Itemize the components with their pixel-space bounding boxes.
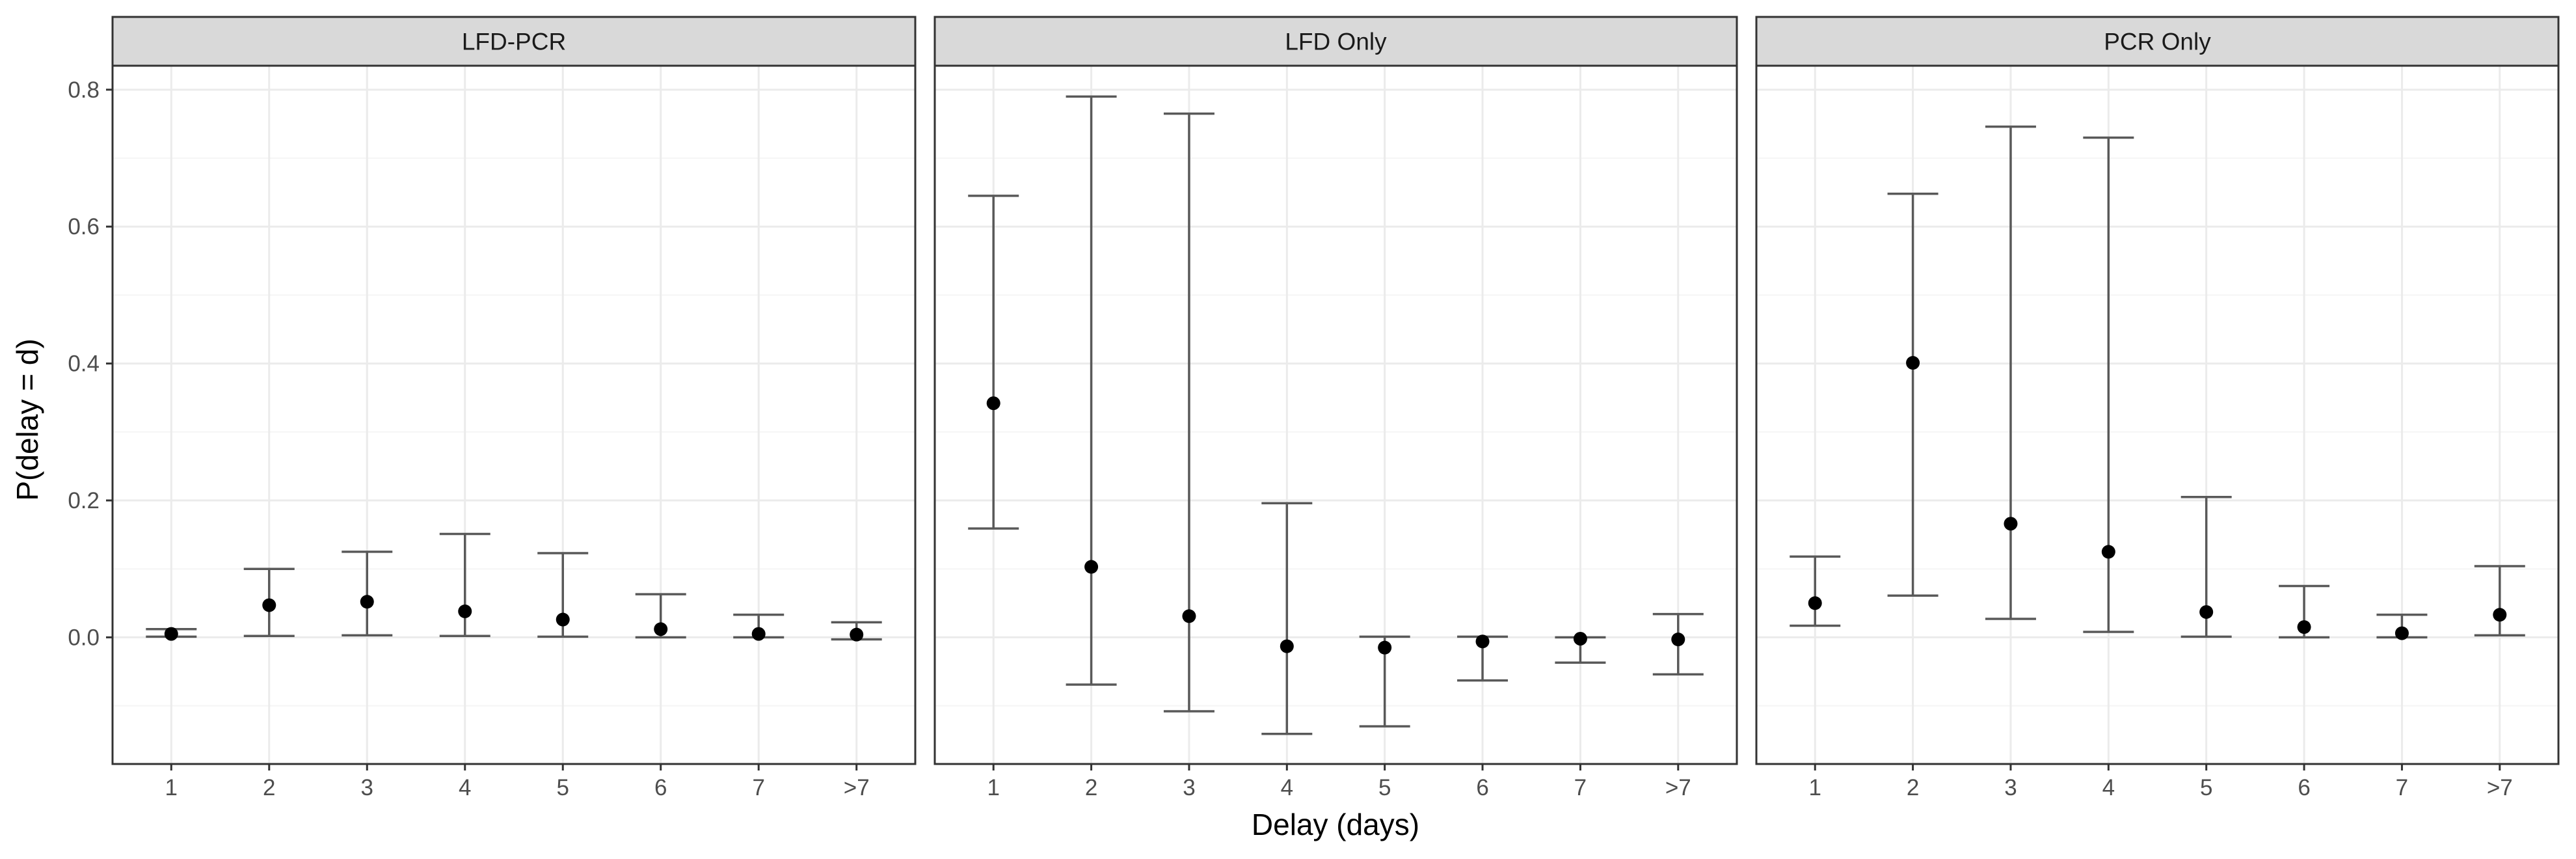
facet-title: LFD Only — [1285, 29, 1387, 55]
data-point — [164, 627, 178, 641]
data-point — [1808, 596, 1822, 610]
x-tick-label: 2 — [1085, 775, 1097, 800]
errorbar — [439, 532, 490, 638]
facet-title: PCR Only — [2104, 29, 2211, 55]
x-tick-label: 2 — [1907, 775, 1919, 800]
facet-panel: LFD Only 1 2 3 4 5 6 7 >7 — [933, 16, 1738, 800]
y-tick-label: 0.8 — [68, 77, 100, 103]
x-tick-label: 5 — [557, 775, 569, 800]
x-tick-label: 5 — [2200, 775, 2212, 800]
x-tick-label: 5 — [1378, 775, 1391, 800]
x-tick-label: >7 — [844, 775, 870, 800]
data-point — [360, 595, 374, 609]
x-tick-label: 6 — [1476, 775, 1488, 800]
data-point — [262, 598, 276, 612]
x-tick-label: 3 — [1183, 775, 1195, 800]
panel-background — [113, 66, 915, 764]
errorbar — [342, 551, 393, 636]
x-tick-label: >7 — [2487, 775, 2513, 800]
data-point — [1280, 639, 1294, 653]
facet-strip — [1755, 16, 2560, 67]
x-tick-label: 3 — [361, 775, 373, 800]
data-point — [2004, 517, 2018, 531]
data-point — [1182, 609, 1196, 623]
data-point — [2493, 608, 2507, 622]
facet-strip — [111, 16, 917, 67]
x-tick-label: >7 — [1665, 775, 1691, 800]
x-tick-label: 7 — [752, 775, 764, 800]
x-tick-label: 1 — [987, 775, 999, 800]
x-tick-label: 3 — [2004, 775, 2017, 800]
errorbar — [2474, 565, 2525, 636]
data-point — [1906, 356, 1920, 370]
panel-background — [1756, 66, 2558, 764]
errorbar — [1066, 95, 1117, 686]
panel-background — [935, 66, 1737, 764]
data-point — [458, 604, 472, 618]
x-tick-label: 7 — [1574, 775, 1587, 800]
y-tick-label: 0.2 — [68, 488, 100, 513]
x-tick-label: 4 — [2102, 775, 2115, 800]
data-point — [654, 622, 668, 636]
data-point — [1475, 634, 1490, 649]
data-point — [2395, 626, 2409, 640]
x-tick-label: 6 — [2298, 775, 2310, 800]
facet-strip — [933, 16, 1738, 67]
x-axis-title: Delay (days) — [1252, 808, 1419, 841]
x-tick-label: 1 — [165, 775, 178, 800]
x-tick-label: 6 — [654, 775, 667, 800]
facet-title: LFD-PCR — [462, 29, 566, 55]
facet-panel: LFD-PCR 1 2 3 4 5 6 7 >7 — [111, 16, 917, 800]
x-tick-label: 1 — [1808, 775, 1821, 800]
data-point — [1084, 560, 1099, 574]
x-tick-label: 4 — [459, 775, 471, 800]
data-point — [751, 627, 766, 641]
data-point — [1378, 640, 1392, 655]
errorbar — [1790, 555, 1841, 627]
data-point — [1671, 633, 1685, 647]
data-point — [556, 612, 570, 627]
facet-panel: PCR Only 1 2 3 4 5 6 7 >7 — [1755, 16, 2560, 800]
errorbar — [968, 195, 1019, 530]
data-point — [1573, 631, 1587, 646]
data-point — [850, 627, 864, 642]
y-tick-label: 0.0 — [68, 625, 100, 650]
data-point — [986, 396, 1000, 411]
data-point — [2101, 545, 2115, 559]
errorbar — [1261, 502, 1313, 735]
data-point — [2297, 620, 2311, 634]
y-tick-label: 0.6 — [68, 214, 100, 239]
errorbar — [1985, 125, 2036, 620]
y-tick-label: 0.4 — [68, 351, 100, 377]
x-tick-label: 4 — [1281, 775, 1293, 800]
y-axis-title: P(delay = d) — [10, 338, 44, 500]
errorbar — [1887, 192, 1939, 597]
x-tick-label: 2 — [263, 775, 275, 800]
x-tick-label: 7 — [2396, 775, 2408, 800]
y-axis: 0.0 0.2 0.4 0.6 0.8 — [68, 77, 113, 650]
data-point — [2199, 605, 2214, 619]
